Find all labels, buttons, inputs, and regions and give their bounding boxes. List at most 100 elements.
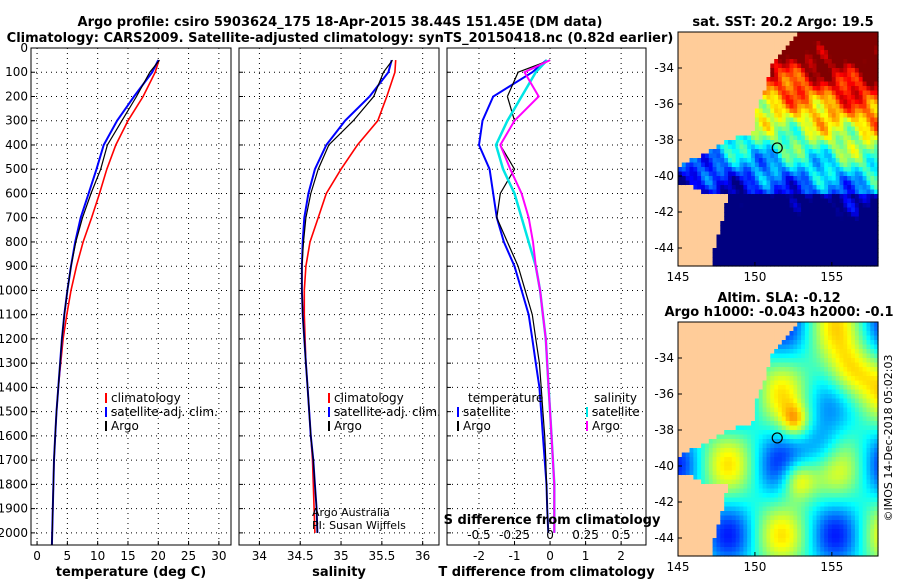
difference-panel: -2 -1 0 1 2 T difference from climatology S di… <box>438 47 661 580</box>
x-axis-label: T difference from climatology <box>438 565 655 580</box>
y-tick-label: 400 <box>5 138 28 152</box>
x-tick-top-label: 0.5 <box>612 528 631 542</box>
y-tick-label: 2000 <box>0 526 28 540</box>
y-tick-label: -40 <box>654 169 674 183</box>
x-tick-label: 35.5 <box>368 549 395 563</box>
series-s-argo <box>499 59 556 533</box>
y-tick-label: -36 <box>654 97 674 111</box>
imos-credit: ©IMOS 14-Dec-2018 05:02:03 <box>882 355 895 522</box>
y-tick-label: 1500 <box>0 405 28 419</box>
sst-map-panel: sat. SST: 20.2 Argo: 19.5 145 150 155 -34 -36… <box>654 15 879 284</box>
x-tick-label: 150 <box>743 560 766 574</box>
y-tick-label: 1700 <box>0 453 28 467</box>
y-tick-label: 1400 <box>0 380 28 394</box>
series-satellite-adj-clim- <box>300 59 393 533</box>
legend-label: climatology <box>111 391 181 405</box>
salinity-panel: 34 34.5 35 35.5 36 salinity climatologysatelli… <box>238 47 441 580</box>
y-tick-label: 1600 <box>0 429 28 443</box>
y-tick-label: 700 <box>5 211 28 225</box>
argo-position-marker <box>771 432 783 444</box>
legend-label: satellite <box>463 405 511 419</box>
y-tick-label: 900 <box>5 259 28 273</box>
y-tick-label: 300 <box>5 114 28 128</box>
y-tick-label: -34 <box>654 61 674 75</box>
legend-label: satellite <box>592 405 640 419</box>
x-tick-label: 30 <box>211 549 226 563</box>
y-tick-label: 800 <box>5 235 28 249</box>
annotation-line1: Argo Australia <box>312 506 390 519</box>
y-tick-label: 100 <box>5 65 28 79</box>
legend-label: Argo <box>592 419 620 433</box>
map-field <box>678 322 879 557</box>
map-frame <box>677 31 879 267</box>
axes-frame <box>30 47 232 546</box>
legend-label: Argo <box>334 419 362 433</box>
y-tick-label: 500 <box>5 162 28 176</box>
title-line1: Argo profile: csiro 5903624_175 18-Apr-2… <box>78 15 603 30</box>
y-tick-label: 1800 <box>0 477 28 491</box>
x-tick-label: -1 <box>509 549 521 563</box>
x-tick-label: 2 <box>617 549 625 563</box>
x-axis-label: temperature (deg C) <box>56 565 206 580</box>
x-axis-label: salinity <box>312 565 366 580</box>
series-argo <box>301 59 393 533</box>
y-tick-label: 200 <box>5 89 28 103</box>
y-tick-label: 0 <box>20 41 28 55</box>
y-tick-label: -44 <box>654 241 674 255</box>
x-axis-top-label: S difference from climatology <box>444 513 661 528</box>
y-tick-label: -38 <box>654 133 674 147</box>
legend-title-temperature: temperature <box>468 391 543 405</box>
y-tick-label: -44 <box>654 531 674 545</box>
x-tick-label: 145 <box>667 270 690 284</box>
sla-map-title: Altim. SLA: -0.12 <box>717 291 840 306</box>
y-tick-label: 1000 <box>0 283 28 297</box>
x-tick-label: 34.5 <box>287 549 314 563</box>
x-tick-label: 150 <box>743 270 766 284</box>
y-tick-label: 600 <box>5 186 28 200</box>
series-climatology <box>303 60 397 533</box>
x-tick-label: 25 <box>181 549 196 563</box>
annotation-line2: PI: Susan Wijffels <box>312 519 406 532</box>
legend-label: Argo <box>111 419 139 433</box>
legend-label: satellite-adj. clim. <box>334 405 441 419</box>
y-tick-label: 1900 <box>0 502 28 516</box>
x-tick-label: 34 <box>252 549 267 563</box>
x-tick-label: 5 <box>64 549 72 563</box>
axes-frame <box>446 47 647 546</box>
y-tick-label: 1100 <box>0 308 28 322</box>
y-tick-label: 1300 <box>0 356 28 370</box>
argo-position-marker <box>771 142 783 154</box>
x-tick-label: 20 <box>151 549 166 563</box>
y-tick-label: -42 <box>654 495 674 509</box>
sla-map-subtitle: Argo h1000: -0.043 h2000: -0.1 <box>664 305 893 320</box>
series-satellite-adj-clim- <box>50 59 160 545</box>
x-tick-label: 155 <box>820 270 843 284</box>
x-tick-top-label: -0.5 <box>467 528 490 542</box>
y-tick-label: -34 <box>654 351 674 365</box>
x-tick-label: 36 <box>415 549 430 563</box>
sst-map-title: sat. SST: 20.2 Argo: 19.5 <box>692 15 873 30</box>
x-tick-label: -2 <box>473 549 485 563</box>
temperature-panel: 0 5 10 15 20 25 300100200300400500600700800900… <box>0 41 232 580</box>
legend-label: Argo <box>463 419 491 433</box>
series-t-satellite <box>477 59 550 533</box>
map-field <box>678 32 879 267</box>
x-tick-label: 35 <box>333 549 348 563</box>
series-climatology <box>51 59 160 545</box>
x-tick-label: 1 <box>582 549 590 563</box>
x-tick-label: 145 <box>667 560 690 574</box>
legend-title-salinity: salinity <box>594 391 637 405</box>
x-tick-label: 155 <box>820 560 843 574</box>
y-tick-label: 1200 <box>0 332 28 346</box>
y-tick-label: -42 <box>654 205 674 219</box>
legend-label: satellite-adj. clim. <box>111 405 218 419</box>
y-tick-label: -40 <box>654 459 674 473</box>
x-tick-top-label: 0 <box>546 528 554 542</box>
series-argo <box>51 59 160 545</box>
x-tick-label: 15 <box>120 549 135 563</box>
legend-label: climatology <box>334 391 404 405</box>
x-tick-top-label: -0.25 <box>499 528 530 542</box>
x-tick-label: 0 <box>33 549 41 563</box>
